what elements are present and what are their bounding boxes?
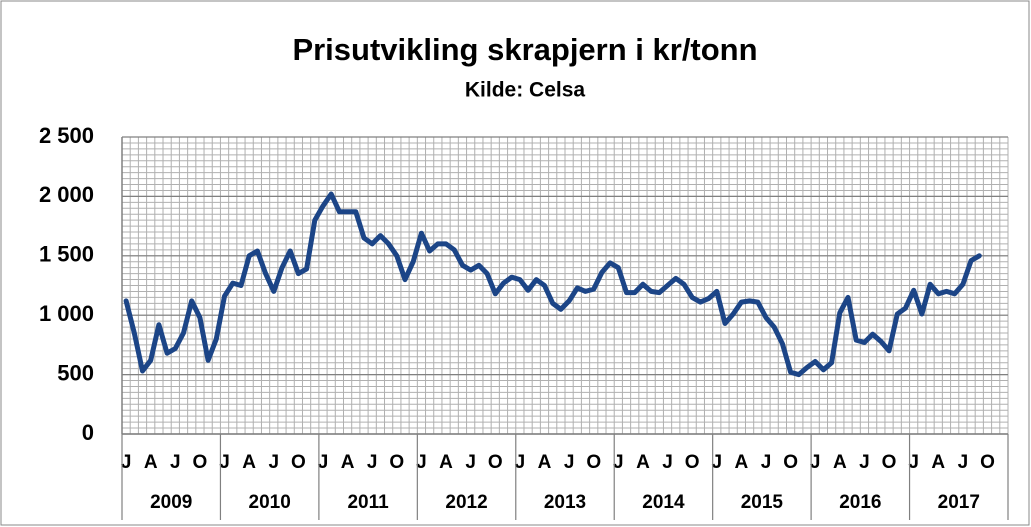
x-tick-label: J bbox=[515, 452, 526, 473]
x-tick-label: A bbox=[439, 452, 453, 473]
x-tick-label: A bbox=[833, 452, 847, 473]
x-tick-label: A bbox=[341, 452, 355, 473]
data-line bbox=[123, 191, 982, 378]
x-tick-label: J bbox=[711, 452, 722, 473]
y-tick-label: 1 000 bbox=[39, 301, 94, 326]
year-label: 2013 bbox=[544, 492, 586, 513]
x-tick-label: J bbox=[564, 452, 575, 473]
x-tick-label: J bbox=[810, 452, 821, 473]
x-tick-label: J bbox=[121, 452, 132, 473]
year-label: 2011 bbox=[347, 492, 389, 513]
year-label: 2010 bbox=[249, 492, 291, 513]
x-tick-label: J bbox=[859, 452, 870, 473]
y-tick-label: 2 000 bbox=[39, 182, 94, 207]
y-tick-label: 500 bbox=[57, 360, 94, 385]
x-tick-label: O bbox=[685, 452, 700, 473]
x-tick-label: J bbox=[268, 452, 279, 473]
x-tick-label: J bbox=[761, 452, 772, 473]
year-label: 2014 bbox=[642, 492, 685, 513]
x-tick-label: O bbox=[783, 452, 798, 473]
x-tick-label: A bbox=[931, 452, 945, 473]
y-tick-label: 2 500 bbox=[39, 123, 94, 148]
x-tick-label: O bbox=[291, 452, 306, 473]
x-tick-label: A bbox=[242, 452, 256, 473]
chart-title: Prisutvikling skrapjern i kr/tonn bbox=[292, 32, 757, 67]
x-tick-label: A bbox=[538, 452, 552, 473]
y-tick-label: 1 500 bbox=[39, 242, 94, 267]
x-tick-label: J bbox=[219, 452, 230, 473]
x-tick-label: O bbox=[882, 452, 897, 473]
chart-subtitle: Kilde: Celsa bbox=[465, 79, 586, 102]
y-tick-label: 0 bbox=[82, 420, 94, 445]
year-label: 2015 bbox=[741, 492, 784, 513]
x-tick-label: J bbox=[367, 452, 378, 473]
x-tick-label: J bbox=[613, 452, 624, 473]
x-tick-label: J bbox=[318, 452, 329, 473]
x-tick-label: J bbox=[170, 452, 181, 473]
x-tick-label: O bbox=[193, 452, 208, 473]
x-tick-label: J bbox=[958, 452, 969, 473]
x-tick-label: J bbox=[908, 452, 919, 473]
x-tick-label: O bbox=[389, 452, 404, 473]
x-tick-label: J bbox=[662, 452, 673, 473]
year-label: 2017 bbox=[938, 492, 980, 513]
x-tick-label: A bbox=[144, 452, 158, 473]
year-label: 2012 bbox=[445, 492, 487, 513]
x-tick-label: A bbox=[636, 452, 650, 473]
x-tick-label: J bbox=[465, 452, 476, 473]
x-tick-label: O bbox=[488, 452, 503, 473]
x-tick-label: A bbox=[735, 452, 749, 473]
year-label: 2009 bbox=[150, 492, 192, 513]
x-tick-label: O bbox=[586, 452, 601, 473]
x-tick-label: J bbox=[416, 452, 427, 473]
x-tick-label: O bbox=[980, 452, 995, 473]
year-label: 2016 bbox=[839, 492, 881, 513]
